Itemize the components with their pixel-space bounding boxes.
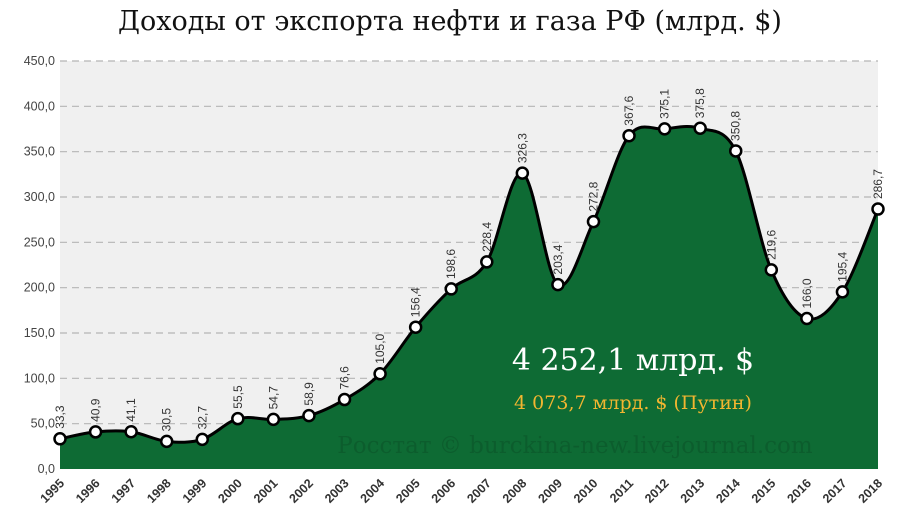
- y-tick-label: 350,0: [24, 145, 55, 159]
- data-label: 350,8: [729, 111, 743, 141]
- data-point: [302, 408, 316, 423]
- area-fill: [60, 126, 878, 470]
- data-label: 40,9: [89, 398, 103, 422]
- x-tick-label: 2010: [571, 476, 601, 506]
- data-labels: 33,3 40,9 41,1 30,5 32,7 55,5 54,7 58,9 76,6 105,…: [53, 88, 885, 431]
- x-tick-label: 2015: [749, 476, 779, 506]
- data-point: [444, 282, 458, 296]
- data-label: 41,1: [124, 398, 138, 422]
- x-tick-label: 2012: [642, 476, 672, 506]
- y-tick-label: 250,0: [24, 235, 55, 249]
- putin-annotation: 4 073,7 млрд. $ (Путин): [514, 392, 752, 414]
- x-tick-label: 2000: [215, 476, 245, 506]
- data-point: [124, 424, 138, 439]
- x-tick-label: 2014: [713, 476, 743, 506]
- y-tick-label: 200,0: [24, 281, 55, 295]
- x-tick-label: 2017: [820, 476, 850, 506]
- data-point: [159, 434, 174, 449]
- data-point: [480, 255, 494, 269]
- data-label: 166,0: [800, 278, 814, 308]
- data-point: [551, 277, 565, 292]
- data-points: [53, 121, 885, 449]
- data-label: 272,8: [586, 181, 600, 211]
- data-point: [337, 392, 352, 407]
- y-tick-label: 0,0: [38, 462, 55, 476]
- x-tick-label: 1997: [109, 476, 139, 506]
- y-tick-label: 300,0: [24, 190, 55, 204]
- x-tick-label: 2003: [322, 476, 352, 506]
- y-axis-ticks: 0,0 50,0 100,0 150,0 200,0 250,0 300,0 350,0 400…: [24, 54, 55, 476]
- x-tick-label: 2001: [251, 476, 281, 506]
- data-label: 375,8: [693, 88, 707, 118]
- data-point: [373, 367, 387, 381]
- data-label: 195,4: [835, 251, 849, 281]
- x-tick-label: 2008: [500, 476, 530, 506]
- total-annotation: 4 252,1 млрд. $: [512, 343, 754, 378]
- watermark: Росстат © burckina-new.livejournal.com: [337, 433, 813, 459]
- x-tick-label: 2016: [784, 476, 814, 506]
- data-label: 105,0: [373, 333, 387, 363]
- x-tick-label: 1998: [144, 476, 174, 506]
- data-label: 198,6: [444, 249, 458, 279]
- data-point: [622, 128, 636, 143]
- x-tick-label: 2006: [429, 476, 459, 506]
- x-tick-label: 1995: [38, 476, 68, 506]
- data-point: [266, 412, 281, 427]
- x-tick-label: 2005: [393, 476, 423, 506]
- data-point: [693, 121, 707, 136]
- y-tick-label: 100,0: [24, 371, 55, 385]
- data-point: [515, 166, 530, 180]
- y-tick-label: 50,0: [31, 417, 55, 431]
- y-tick-label: 150,0: [24, 326, 55, 340]
- data-point: [408, 320, 423, 334]
- data-point: [195, 432, 210, 447]
- data-label: 76,6: [338, 366, 352, 390]
- data-label: 219,6: [764, 230, 778, 260]
- data-label: 30,5: [160, 408, 174, 432]
- y-tick-label: 450,0: [24, 54, 55, 68]
- data-point: [800, 311, 814, 326]
- x-tick-label: 2011: [607, 476, 636, 505]
- x-tick-label: 2007: [464, 476, 494, 506]
- x-tick-label: 2002: [287, 476, 317, 506]
- data-point: [586, 214, 601, 229]
- data-point: [53, 432, 67, 446]
- x-tick-label: 2013: [678, 476, 708, 506]
- x-tick-label: 2004: [358, 476, 388, 506]
- data-label: 33,3: [53, 405, 67, 429]
- data-label: 375,1: [658, 89, 672, 119]
- data-point: [657, 122, 672, 136]
- data-label: 156,4: [409, 287, 423, 317]
- chart-title: Доходы от экспорта нефти и газа РФ (млрд…: [118, 6, 782, 37]
- data-point: [88, 425, 103, 439]
- data-point: [835, 285, 850, 299]
- data-label: 55,5: [231, 385, 245, 409]
- data-label: 54,7: [266, 386, 280, 410]
- data-point: [764, 263, 779, 277]
- data-label: 326,3: [515, 133, 529, 163]
- x-tick-label: 2009: [535, 476, 565, 506]
- data-label: 367,6: [622, 95, 636, 125]
- data-label: 203,4: [551, 244, 565, 274]
- x-axis-ticks: 1995 1996 1997 1998 1999 2000 2001 2002 2003 2004…: [38, 476, 886, 506]
- data-label: 32,7: [195, 406, 209, 430]
- data-label: 286,7: [871, 169, 885, 199]
- data-label: 58,9: [302, 382, 316, 406]
- data-point: [231, 411, 245, 426]
- x-tick-label: 1996: [73, 476, 103, 506]
- data-point: [728, 144, 743, 158]
- data-label: 228,4: [480, 222, 494, 252]
- x-tick-label: 2018: [856, 476, 886, 506]
- y-tick-label: 400,0: [24, 99, 55, 113]
- data-point: [871, 202, 885, 216]
- x-tick-label: 1999: [180, 476, 210, 506]
